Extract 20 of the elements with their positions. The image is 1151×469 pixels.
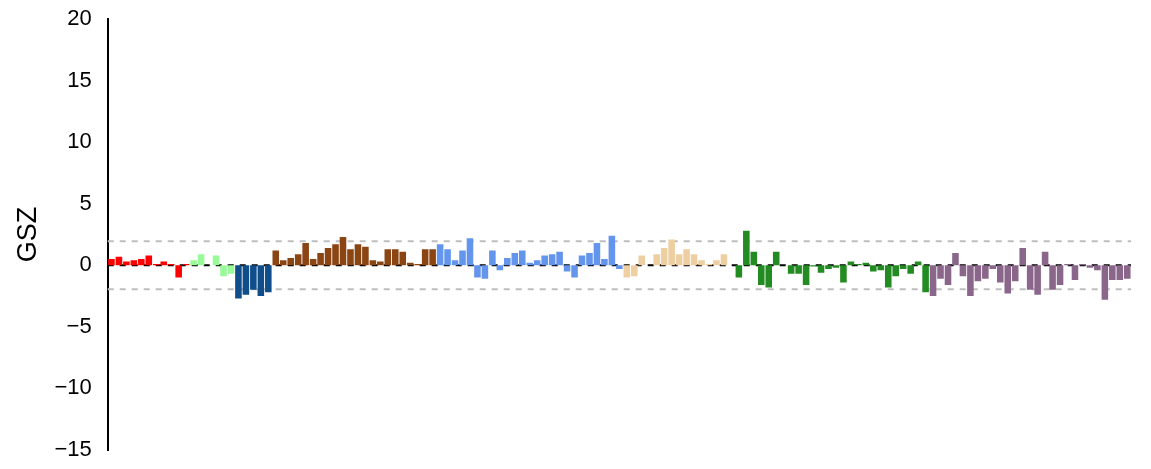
y-tick-label: −5	[66, 312, 92, 338]
bar	[638, 255, 646, 266]
bar	[489, 250, 496, 266]
y-tick-label: 20	[67, 5, 92, 31]
y-tick-label: 10	[67, 128, 92, 154]
y-tick-label: 15	[67, 66, 92, 92]
bar	[922, 265, 929, 293]
bar	[735, 265, 743, 278]
bar	[175, 265, 182, 278]
bar	[1071, 265, 1079, 281]
bar	[952, 252, 959, 266]
bar	[212, 255, 220, 266]
bar	[616, 265, 623, 269]
y-tick-label: 0	[79, 251, 92, 277]
y-axis-title: GSZ	[11, 206, 42, 263]
bar	[1019, 248, 1026, 266]
y-tick-label: 5	[79, 189, 92, 215]
y-tick-label: −15	[54, 435, 92, 461]
bar	[496, 265, 504, 271]
y-tick-label: −10	[54, 374, 92, 400]
